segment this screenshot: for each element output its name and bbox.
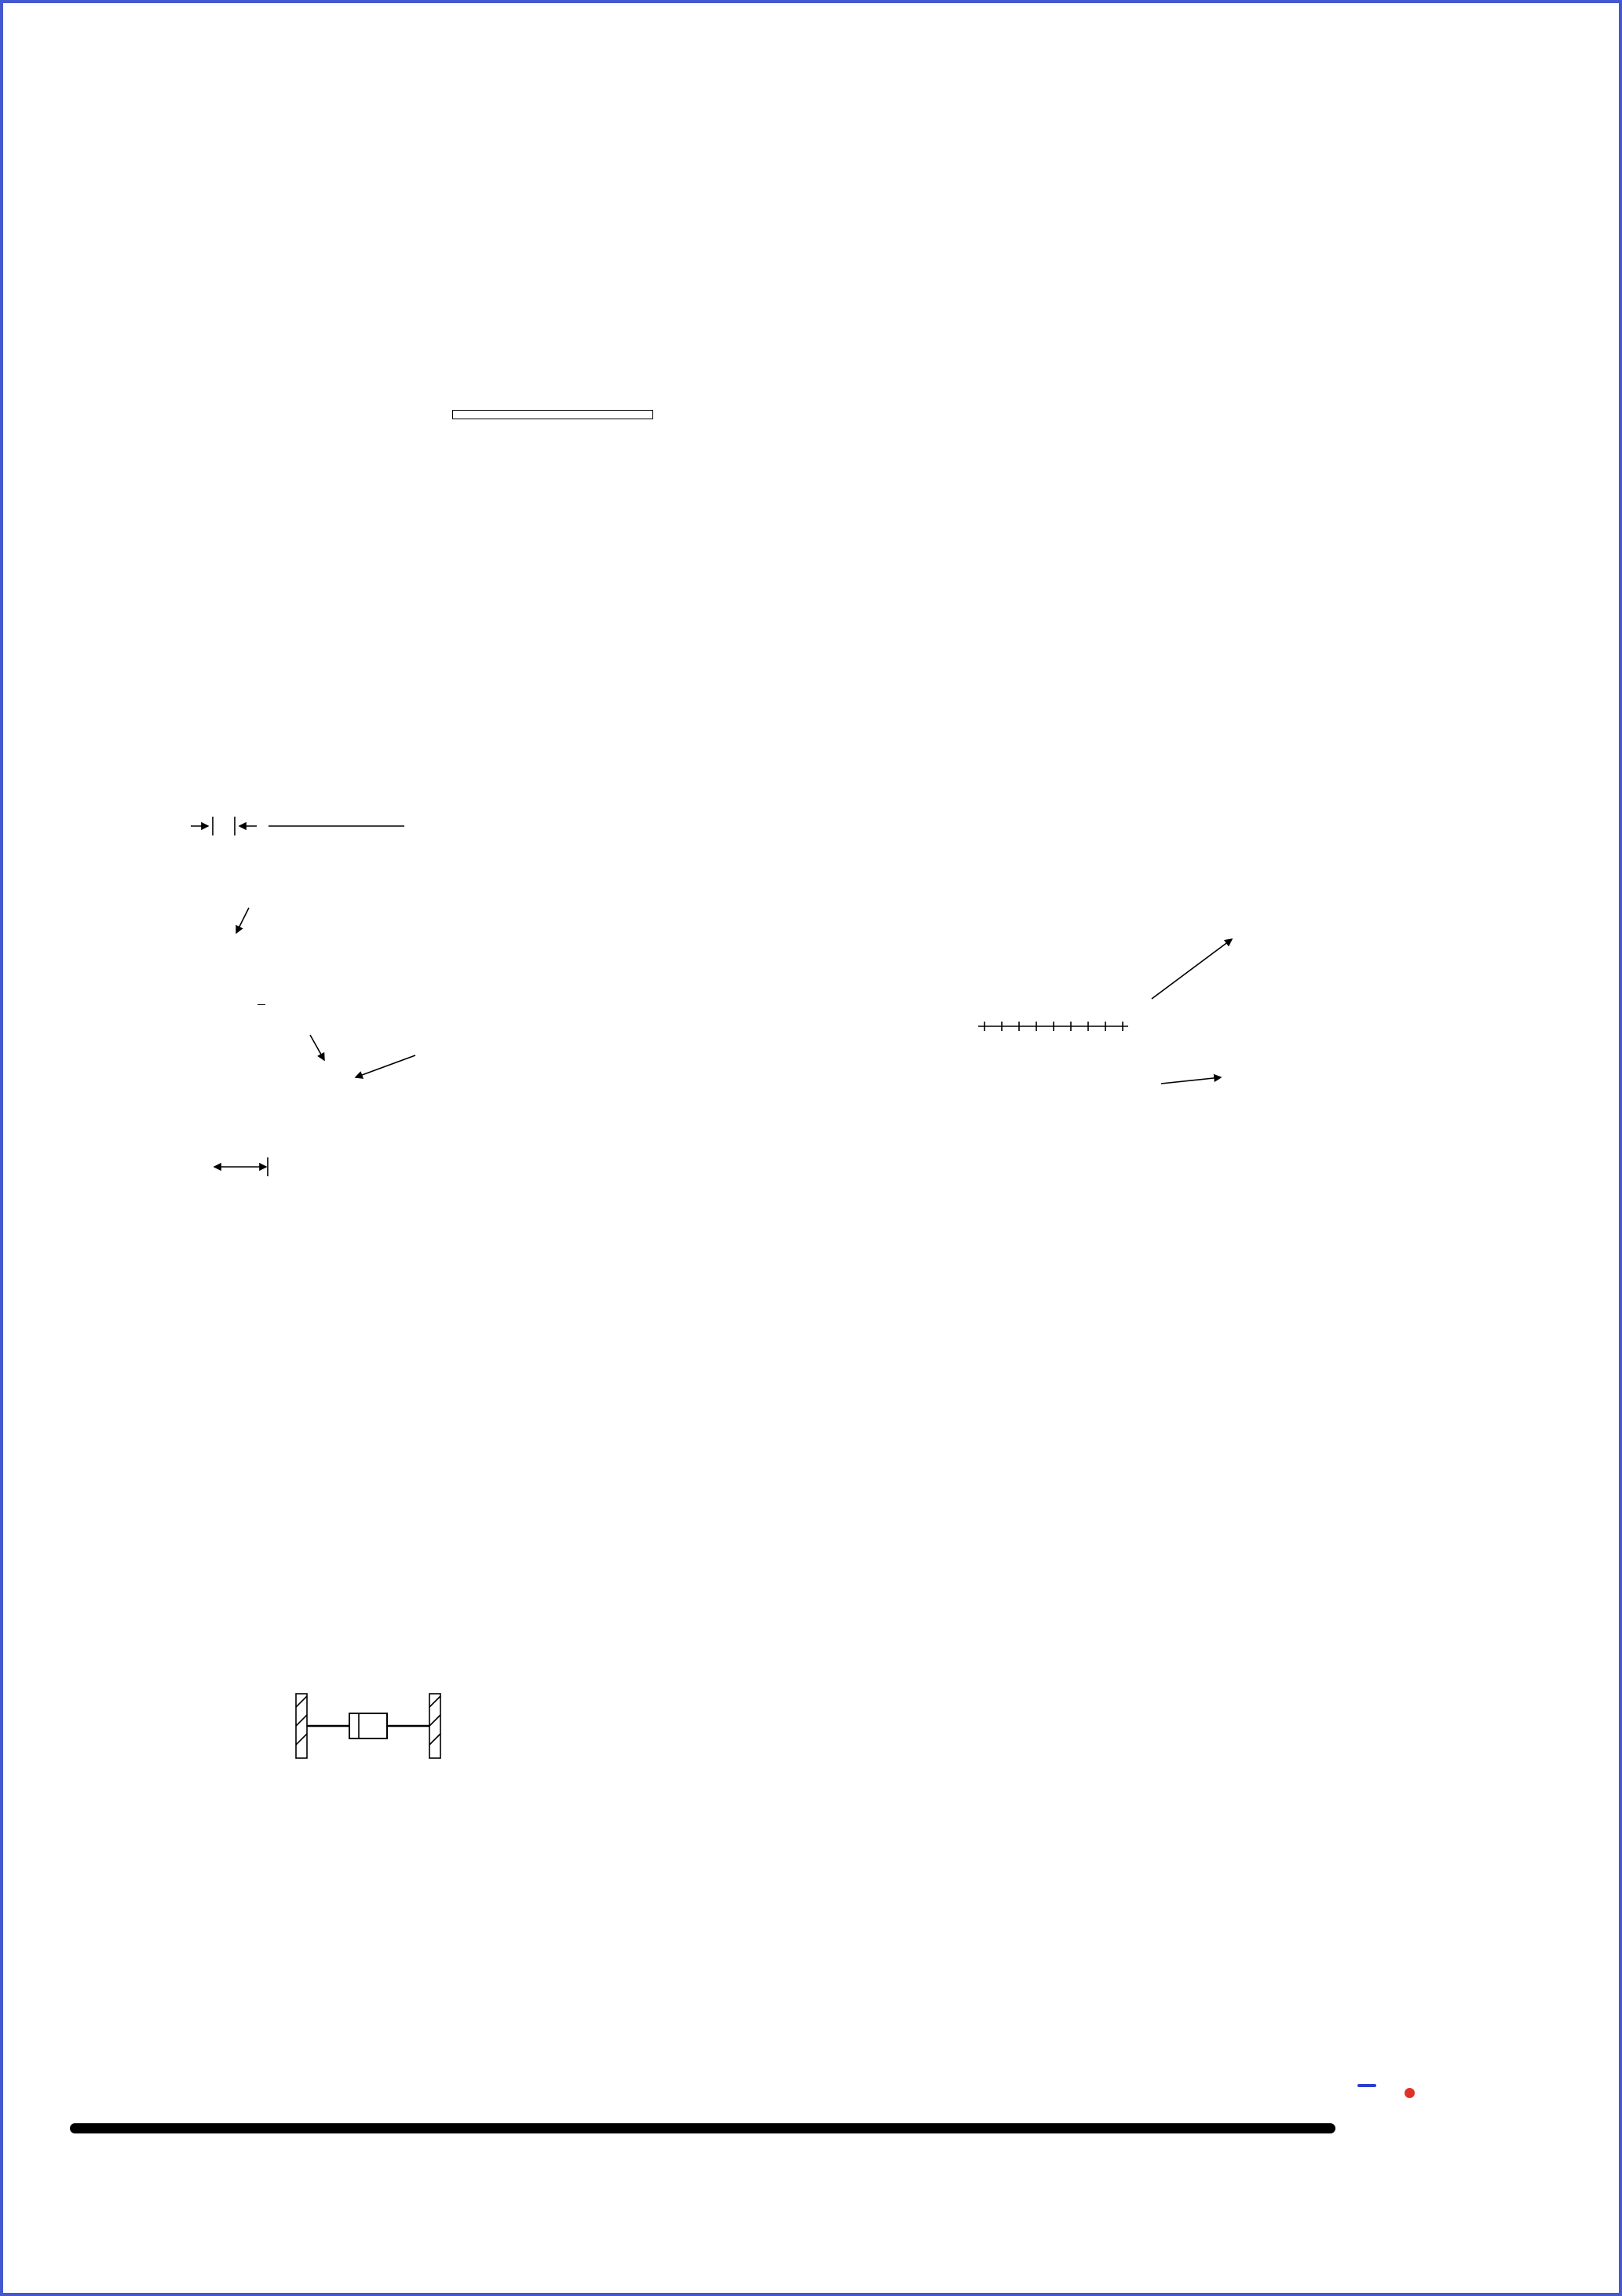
figure-4-block bbox=[851, 781, 1558, 1526]
fig3-ta-label bbox=[411, 813, 418, 815]
figure-5-block bbox=[82, 1440, 773, 2005]
logo-dot bbox=[1405, 2088, 1415, 2098]
fig3-pulse-width-note bbox=[411, 839, 663, 840]
figure-3-block bbox=[82, 788, 749, 1354]
fig3-tf-label bbox=[176, 832, 182, 834]
fig3-rea-label bbox=[416, 1063, 422, 1065]
fig3-waveform-label bbox=[416, 1036, 422, 1038]
fig6-conditions bbox=[1058, 1569, 1064, 1570]
fig5-chart bbox=[295, 1693, 441, 1759]
panjit-logo bbox=[1355, 2084, 1415, 2098]
fig5-lead-length-label bbox=[303, 1668, 309, 1669]
fig5-copper-pad-inches-label bbox=[300, 1793, 306, 1795]
logo-jit-box bbox=[1357, 2084, 1415, 2098]
figure-6-block bbox=[788, 1526, 1542, 2045]
fig3-ekt-label bbox=[540, 1132, 546, 1134]
fig1-note bbox=[452, 410, 653, 419]
fig5-mount-drawing bbox=[295, 1693, 441, 1759]
fig3-td-label bbox=[231, 1148, 237, 1150]
fig4-zero-bias-label bbox=[1022, 986, 1028, 988]
fig3-chart bbox=[191, 817, 416, 1176]
fig4-chart bbox=[978, 938, 1233, 1084]
fig3-half-value-label bbox=[250, 974, 269, 1015]
fig4-annotation-arrows bbox=[978, 938, 1233, 1084]
fig4-conditions bbox=[1218, 823, 1225, 824]
fig3-annotation-arrows bbox=[191, 817, 416, 1176]
fig5-copper-pad-label bbox=[292, 1767, 298, 1768]
half-value-fraction bbox=[258, 1004, 265, 1005]
fig6-chart bbox=[894, 1542, 1130, 1660]
fig2-chart bbox=[882, 215, 1118, 333]
fig1-chart bbox=[156, 324, 392, 441]
figure-1-block bbox=[82, 239, 749, 788]
fig4-standoff-label bbox=[1022, 1055, 1028, 1057]
half-value-numerator bbox=[258, 1004, 265, 1005]
footer-rule bbox=[70, 2123, 1335, 2133]
figure-2-block bbox=[773, 192, 1526, 773]
fig3-peak-value-label bbox=[132, 879, 138, 881]
